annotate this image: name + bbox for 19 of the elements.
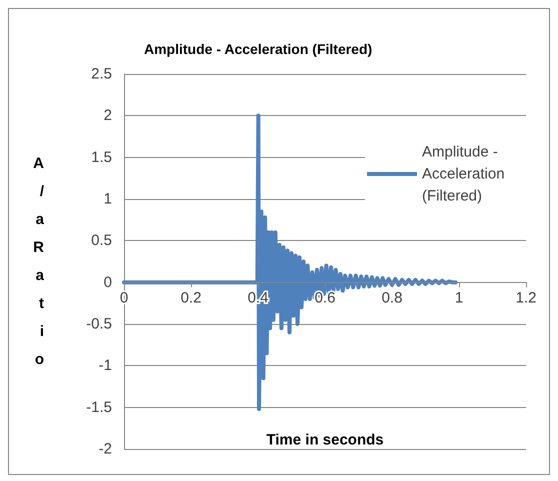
y-axis-title: A/aRatio [33,155,45,368]
x-axis-title: Time in seconds [266,431,384,448]
x-tick-label: 0.2 [180,289,202,306]
y-tick-label: 0 [104,274,112,291]
y-tick-label: -1 [98,357,112,374]
chart-title: Amplitude - Acceleration (Filtered) [144,41,372,57]
y-tick-label: -1.5 [86,398,112,416]
x-tick-label: 1 [454,289,464,306]
y-tick-label: 1 [104,190,112,208]
x-tick-label: 0.6 [314,289,336,306]
y-tick-label: -0.5 [86,316,112,332]
legend-label: Amplitude - Acceleration (Filtered) [422,144,509,204]
y-tick-label: -2 [98,440,112,458]
x-tick-label: 1.2 [516,289,536,306]
x-tick-label: 0.8 [382,289,402,306]
y-tick-label: 0.5 [91,232,112,250]
y-tick-label: 2 [104,107,112,124]
y-tick-label: 1.5 [91,148,112,166]
y-tick-label: 2.5 [91,66,112,82]
